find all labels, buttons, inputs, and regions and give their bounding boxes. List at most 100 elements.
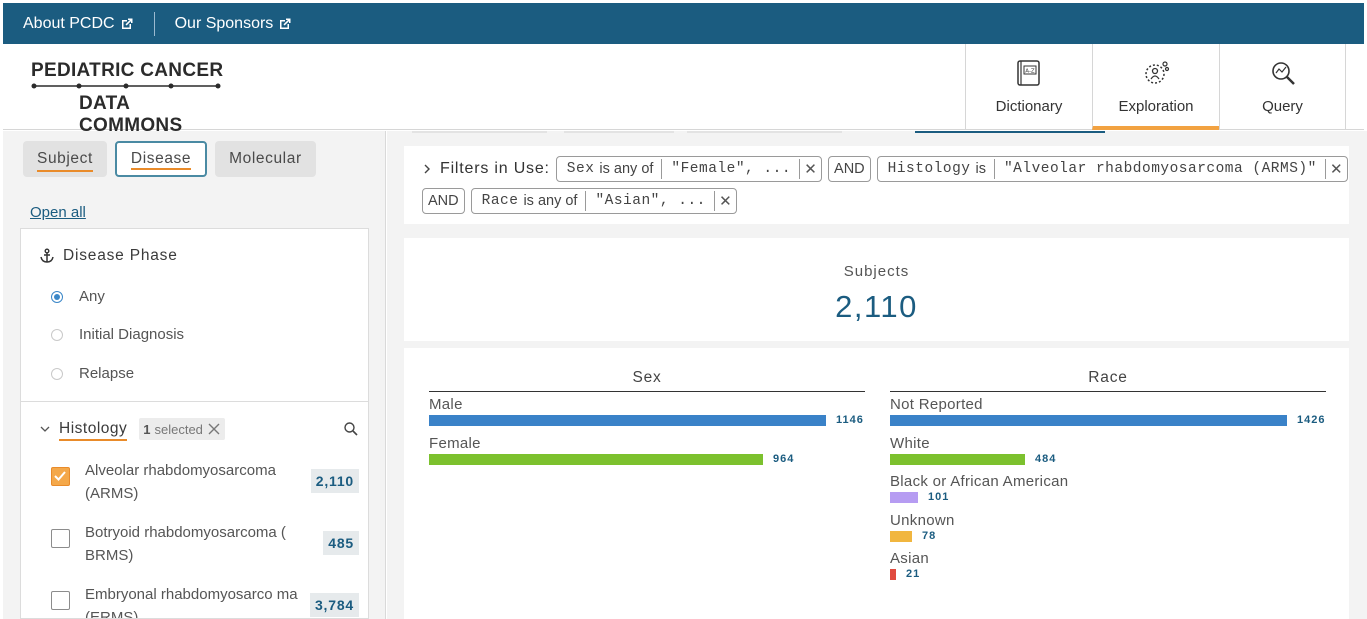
our-sponsors-link[interactable]: Our Sponsors bbox=[155, 15, 313, 33]
clear-selection-icon[interactable] bbox=[207, 422, 221, 436]
hidden-tab-edge bbox=[564, 131, 674, 133]
filter-row: Filters in Use: Sex is any of "Female", .… bbox=[422, 156, 1348, 182]
bar[interactable] bbox=[890, 415, 1287, 426]
section-divider bbox=[21, 401, 368, 402]
bar-row[interactable]: White 484 bbox=[890, 431, 1326, 470]
check-icon bbox=[54, 471, 66, 481]
filter-field: Histology bbox=[887, 161, 971, 177]
filter-field: Sex bbox=[566, 161, 595, 177]
search-icon[interactable] bbox=[343, 421, 359, 437]
remove-filter-icon[interactable]: ✕ bbox=[1324, 159, 1347, 179]
bar-row[interactable]: Not Reported 1426 bbox=[890, 392, 1326, 431]
radio-button[interactable] bbox=[51, 328, 63, 341]
radio-relapse[interactable]: Relapse bbox=[51, 365, 134, 382]
option-count: 485 bbox=[323, 531, 359, 555]
filter-key: Race is any of bbox=[472, 193, 586, 209]
filter-field: Race bbox=[481, 193, 519, 209]
main-nav: A-Z Dictionary Exploration Query bbox=[965, 44, 1346, 130]
bar[interactable] bbox=[890, 569, 896, 580]
chevron-right-icon[interactable] bbox=[422, 163, 432, 175]
header: PEDIATRIC CANCER DATA COMMONS A-Z Dictio… bbox=[3, 44, 1364, 136]
about-pcdc-link[interactable]: About PCDC bbox=[3, 15, 154, 33]
filter-pill-sex[interactable]: Sex is any of "Female", ... ✕ bbox=[555, 156, 823, 182]
remove-filter-icon[interactable]: ✕ bbox=[799, 159, 821, 179]
option-label: Botryoid rhabdomyosarcoma ( BRMS) bbox=[85, 524, 286, 564]
tab-molecular[interactable]: Molecular bbox=[215, 141, 316, 177]
radio-button[interactable] bbox=[51, 367, 63, 380]
logo-line-2: DATA COMMONS bbox=[79, 93, 183, 136]
bar[interactable] bbox=[890, 492, 918, 503]
option-label: Embryonal rhabdomyosarco ma (ERMS) bbox=[85, 586, 298, 619]
external-link-icon bbox=[121, 18, 133, 29]
filters-toggle[interactable]: Filters in Use: bbox=[422, 160, 550, 178]
bar[interactable] bbox=[890, 453, 1025, 465]
open-all-link[interactable]: Open all bbox=[30, 204, 86, 221]
bar-label: Not Reported bbox=[890, 396, 983, 413]
filter-op: is bbox=[975, 161, 986, 177]
chevron-down-icon[interactable] bbox=[39, 423, 51, 435]
option-count: 3,784 bbox=[309, 593, 359, 617]
tab-underline bbox=[37, 170, 93, 172]
filter-pill-race[interactable]: Race is any of "Asian", ... ✕ bbox=[470, 188, 737, 214]
hidden-tab-edge bbox=[915, 131, 1105, 133]
bar-value: 964 bbox=[773, 452, 795, 465]
checkbox[interactable] bbox=[51, 591, 70, 610]
charts-panel: Sex Male 1146 Female 964 Race Not Reported 1… bbox=[404, 348, 1349, 619]
histology-title: Histology bbox=[59, 420, 128, 441]
chart-bars: Male 1146 Female 964 bbox=[429, 392, 865, 469]
radio-any[interactable]: Any bbox=[51, 288, 105, 305]
bar-row[interactable]: Asian 21 bbox=[890, 546, 1326, 585]
tab-disease-label: Disease bbox=[130, 150, 192, 167]
and-operator[interactable]: AND bbox=[422, 188, 465, 214]
bar-label: Asian bbox=[890, 550, 930, 567]
bar-row[interactable]: Female 964 bbox=[429, 431, 865, 470]
remove-filter-icon[interactable]: ✕ bbox=[713, 191, 736, 211]
radio-button[interactable] bbox=[51, 290, 63, 303]
histology-header[interactable]: Histology 1 selected bbox=[39, 416, 359, 442]
subjects-count: 2,110 bbox=[835, 289, 918, 324]
bar[interactable] bbox=[890, 530, 912, 542]
tab-disease[interactable]: Disease bbox=[114, 141, 208, 177]
radio-label: Relapse bbox=[79, 365, 135, 382]
bar-label: Unknown bbox=[890, 511, 955, 529]
bar-value: 1146 bbox=[836, 414, 864, 426]
pcdc-logo[interactable]: PEDIATRIC CANCER DATA COMMONS bbox=[31, 60, 231, 136]
checkbox[interactable] bbox=[51, 467, 70, 486]
about-pcdc-label: About PCDC bbox=[23, 14, 115, 32]
tab-molecular-label: Molecular bbox=[229, 150, 302, 167]
logo-line-1: PEDIATRIC CANCER bbox=[31, 60, 224, 81]
chart-bars: Not Reported 1426 White 484 Black or African… bbox=[890, 392, 1326, 585]
bar-row[interactable]: Male 1146 bbox=[429, 392, 865, 431]
bar-row[interactable]: Black or African American 101 bbox=[890, 469, 1326, 508]
top-divider bbox=[153, 11, 155, 36]
hidden-tab-edge bbox=[687, 131, 842, 133]
nav-exploration[interactable]: Exploration bbox=[1092, 44, 1219, 130]
external-link-icon bbox=[280, 18, 291, 29]
radio-initial-diagnosis[interactable]: Initial Diagnosis bbox=[51, 326, 184, 343]
svg-text:A-Z: A-Z bbox=[1025, 69, 1035, 75]
tab-subject[interactable]: Subject bbox=[23, 141, 107, 177]
nav-dictionary[interactable]: A-Z Dictionary bbox=[965, 44, 1092, 130]
filter-pill-histology[interactable]: Histology is "Alveolar rhabdomyosarcoma (… bbox=[876, 156, 1348, 182]
top-bar: About PCDC Our Sponsors bbox=[3, 3, 1364, 44]
bar[interactable] bbox=[429, 453, 763, 465]
selected-count: 1 bbox=[143, 421, 151, 437]
query-icon bbox=[1271, 62, 1295, 85]
hidden-tab-edge bbox=[412, 131, 547, 133]
facet-panel: Disease Phase Any Initial Diagnosis Rela… bbox=[20, 228, 369, 619]
chart-title: Sex bbox=[429, 368, 865, 392]
dictionary-icon: A-Z bbox=[1017, 60, 1040, 86]
filters-in-use: Filters in Use: Sex is any of "Female", .… bbox=[404, 146, 1349, 224]
filter-value: "Female", ... bbox=[661, 159, 799, 179]
tab-subject-label: Subject bbox=[37, 150, 93, 167]
checkbox[interactable] bbox=[51, 529, 70, 548]
and-operator[interactable]: AND bbox=[828, 156, 871, 182]
bar-label: Black or African American bbox=[890, 473, 1069, 490]
selected-badge: 1 selected bbox=[139, 418, 225, 440]
bar[interactable] bbox=[429, 415, 826, 426]
bar-value: 21 bbox=[906, 568, 921, 580]
filter-key: Sex is any of bbox=[557, 161, 662, 177]
disease-phase-title: Disease Phase bbox=[63, 247, 178, 264]
bar-row[interactable]: Unknown 78 bbox=[890, 508, 1326, 547]
nav-query[interactable]: Query bbox=[1219, 44, 1346, 130]
